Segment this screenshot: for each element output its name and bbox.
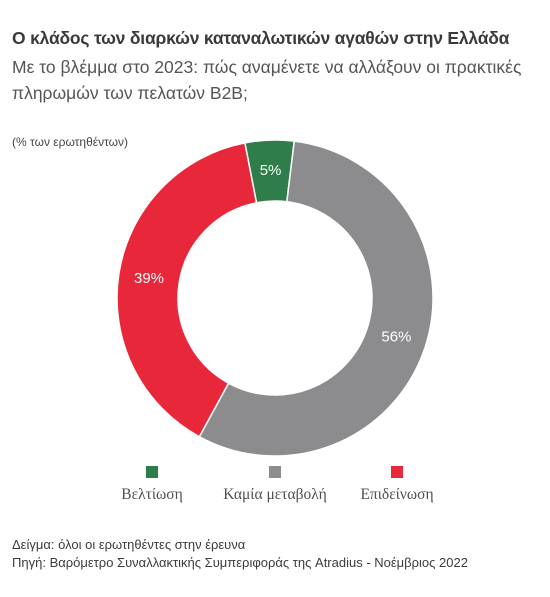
slice-label-deterioration: 39% — [134, 270, 164, 287]
footer: Δείγμα: όλοι οι ερωτηθέντες στην έρευνα … — [12, 536, 468, 572]
legend-swatch-no-change — [269, 466, 281, 478]
legend-swatch-improvement — [146, 466, 158, 478]
legend-label-deterioration: Επιδείνωση — [360, 486, 434, 503]
slice-deterioration — [116, 142, 258, 438]
legend-swatch-deterioration — [391, 466, 403, 478]
legend-item-improvement: Βελτίωση — [72, 466, 232, 504]
legend: Βελτίωση Καμία μεταβολή Επιδείνωση — [0, 466, 550, 516]
slice-label-improvement: 5% — [260, 162, 282, 179]
sample-note: Δείγμα: όλοι οι ερωτηθέντες στην έρευνα — [12, 537, 246, 552]
unit-note: (% των ερωτηθέντων) — [12, 135, 129, 149]
source-note: Πηγή: Βαρόμετρο Συναλλακτικής Συμπεριφορ… — [12, 555, 468, 570]
slice-no-change — [198, 140, 434, 457]
chart-subtitle: Με το βλέμμα στο 2023: πώς αναμένετε να … — [12, 57, 522, 103]
legend-item-no-change: Καμία μεταβολή — [195, 466, 355, 504]
legend-item-deterioration: Επιδείνωση — [317, 466, 477, 504]
slice-label-no-change: 56% — [381, 328, 411, 345]
legend-label-no-change: Καμία μεταβολή — [223, 486, 327, 503]
chart-title: Ο κλάδος των διαρκών καταναλωτικών αγαθώ… — [12, 28, 510, 48]
legend-label-improvement: Βελτίωση — [121, 486, 183, 503]
